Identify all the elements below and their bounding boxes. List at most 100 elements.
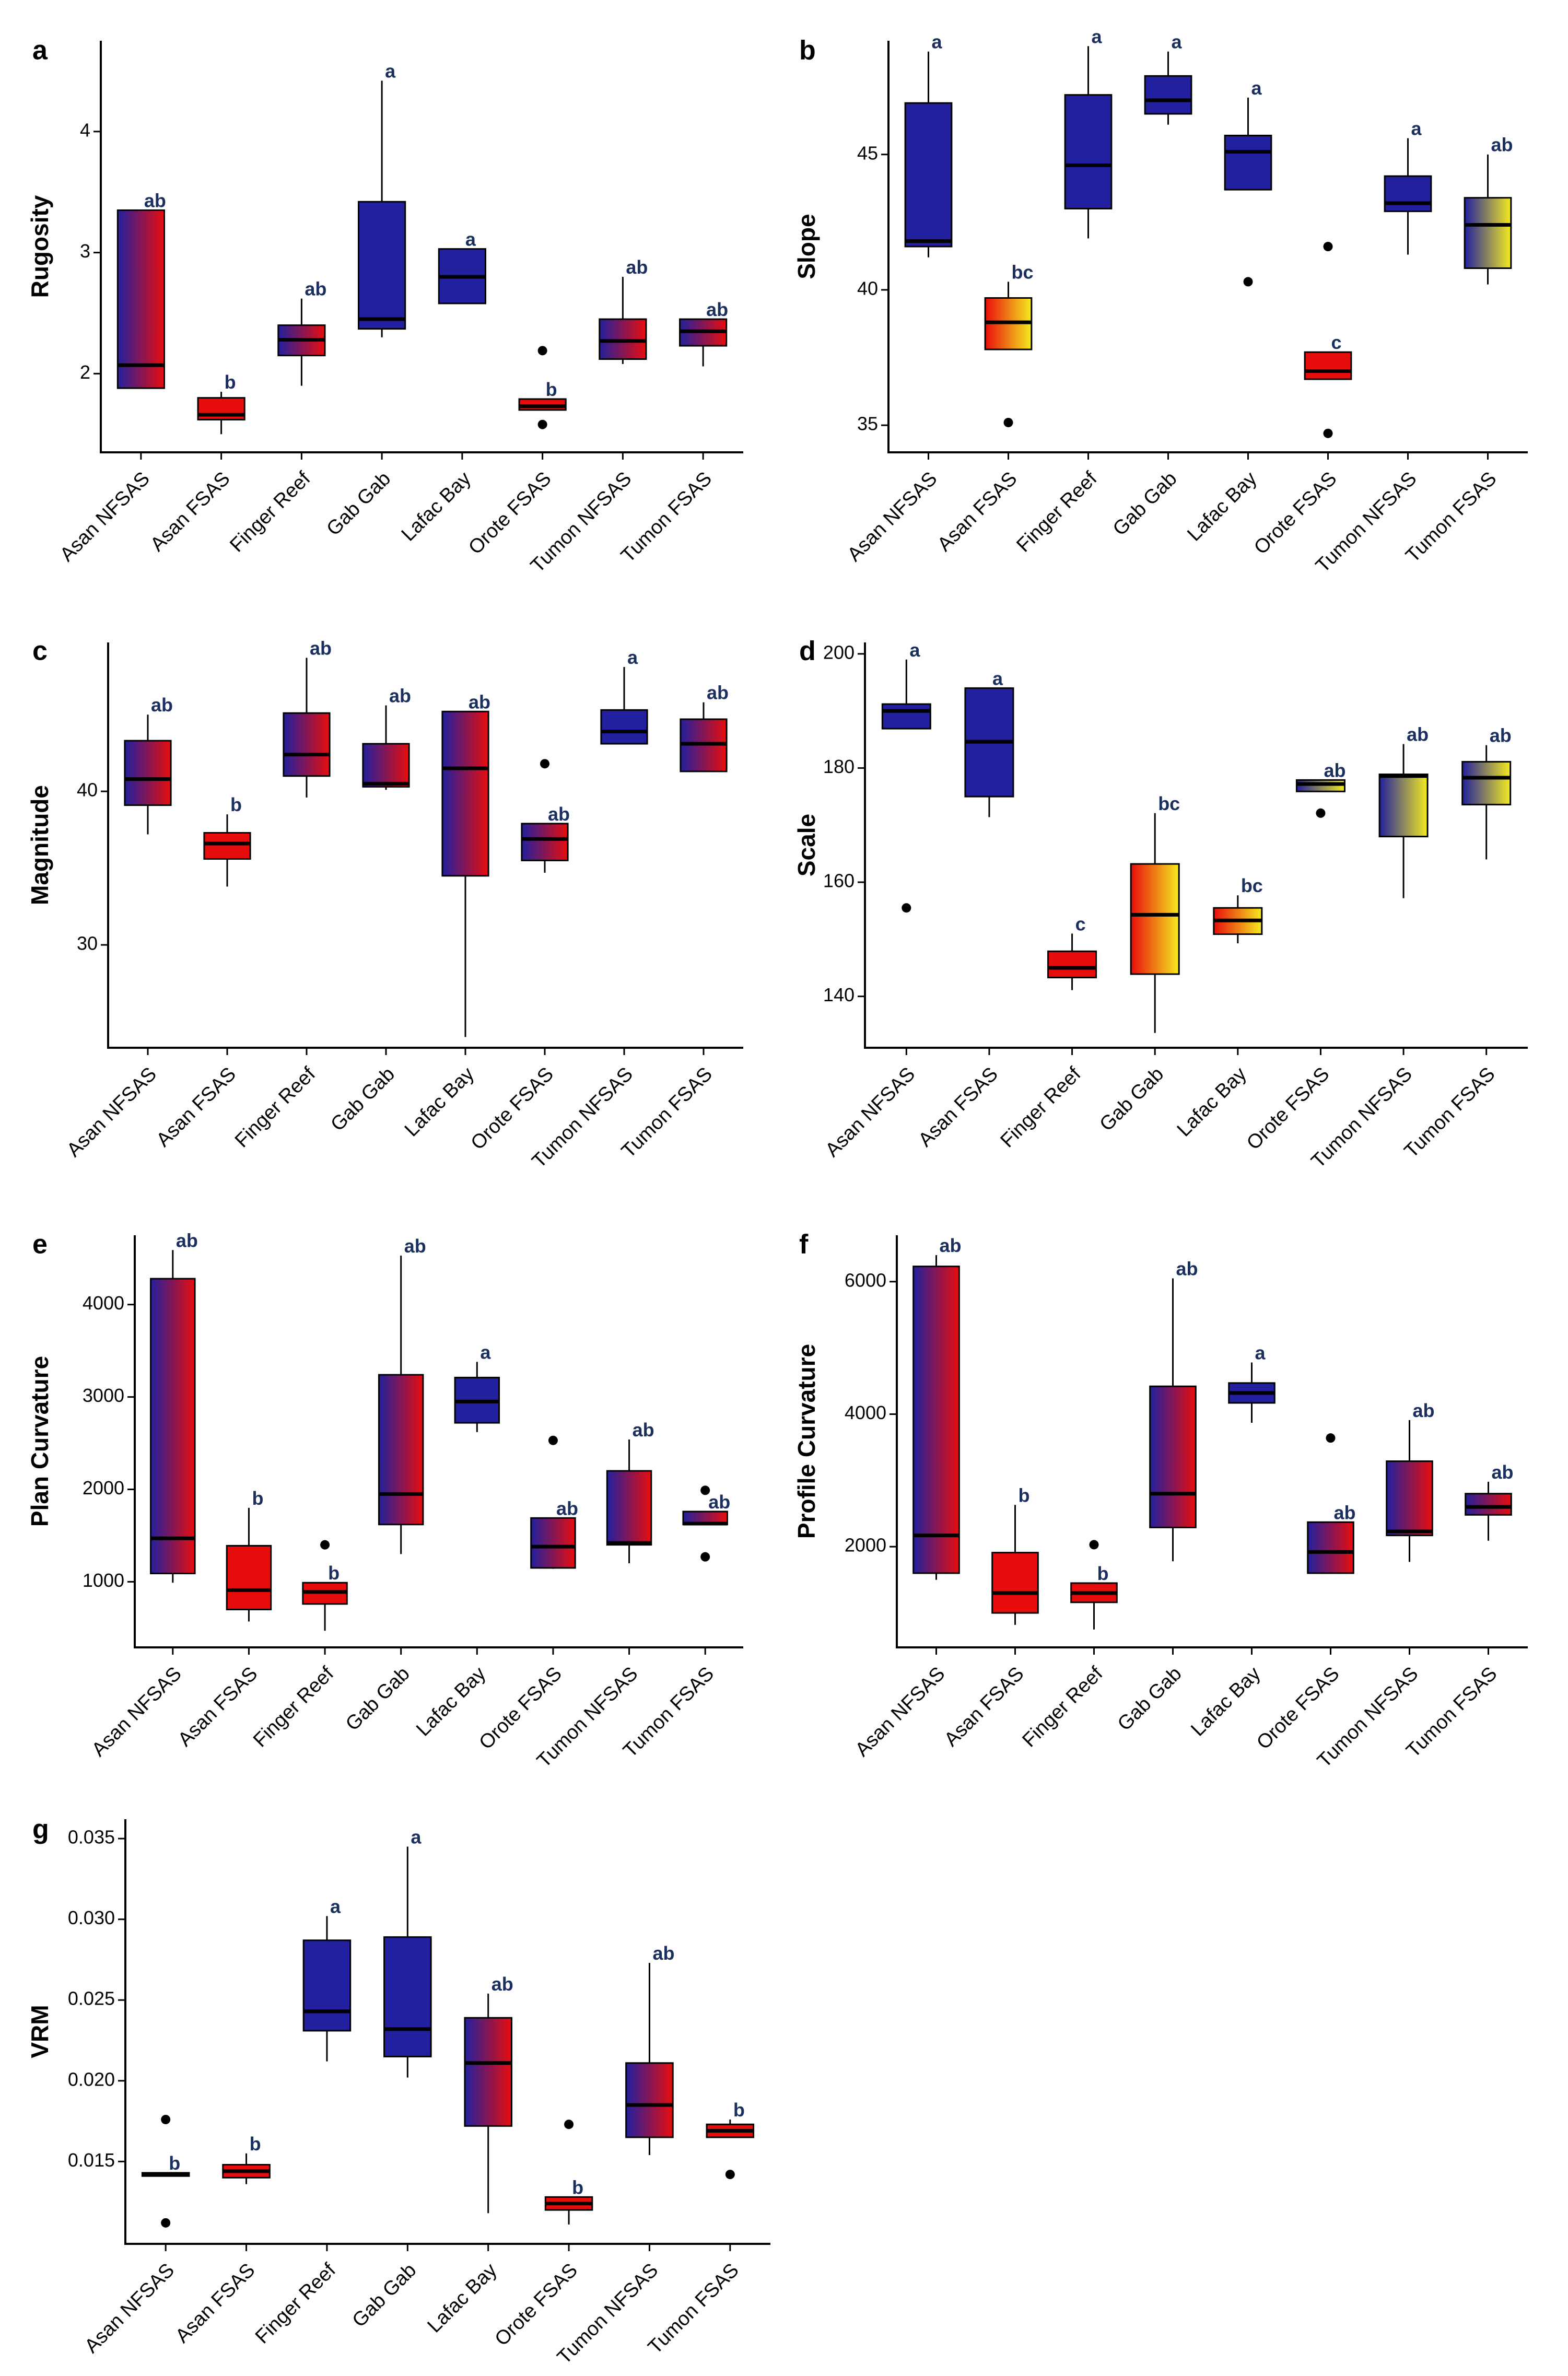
outlier-point	[320, 1540, 330, 1550]
box-iqr	[1464, 197, 1512, 269]
box-iqr	[521, 823, 569, 861]
box-tumon-fsas: ab	[680, 682, 729, 773]
y-tick-label: 35	[857, 413, 878, 435]
significance-label: b	[225, 371, 236, 393]
box-asan-nfsas: ab	[116, 190, 166, 389]
significance-label: b	[328, 1562, 340, 1584]
y-tick-label: 140	[823, 984, 855, 1005]
significance-label: b	[1097, 1563, 1109, 1584]
box-finger-reef: ab	[277, 278, 326, 386]
x-tick-label: Gab Gab	[1095, 1063, 1168, 1136]
outlier-point	[161, 2114, 171, 2124]
box-asan-nfsas: ab	[912, 1235, 962, 1580]
box-orote-fsas: ab	[530, 1435, 578, 1569]
x-tick-label: Asan NFSAS	[56, 467, 154, 566]
panel-letter: a	[32, 36, 48, 66]
box-finger-reef: a	[1064, 26, 1113, 239]
panel-g: g VRM 0.015 0.020 0.025 0.030 0.035 Asan NFSASA…	[26, 1815, 770, 2369]
x-tick-label: Lafac Bay	[412, 1663, 490, 1740]
box-lafac-bay: a	[454, 1341, 500, 1432]
significance-label: bc	[1158, 793, 1180, 814]
x-tick-label: Lafac Bay	[1187, 1663, 1265, 1740]
x-tick-label: Lafac Bay	[397, 467, 475, 545]
panel-letter: c	[32, 636, 48, 666]
box-finger-reef: b	[1070, 1540, 1118, 1630]
y-tick-label: 45	[857, 142, 878, 163]
x-tick-label: Asan NFSAS	[80, 2259, 179, 2357]
box-finger-reef: ab	[283, 637, 332, 798]
box-asan-fsas: b	[203, 794, 251, 887]
box-tumon-nfsas: a	[1384, 118, 1432, 255]
significance-label: ab	[144, 190, 166, 211]
x-tick-label: Asan FSAS	[171, 2259, 260, 2347]
significance-label: b	[546, 379, 557, 400]
box-gab-gab: a	[1144, 31, 1192, 125]
y-tick-label: 0.020	[68, 2068, 115, 2090]
y-tick-label: 0.035	[68, 1827, 115, 1848]
outlier-point	[700, 1485, 710, 1495]
y-tick-label: 180	[823, 756, 855, 777]
y-axis-title: Plan Curvature	[26, 1356, 53, 1527]
x-tick-label: Asan NFSAS	[844, 467, 942, 566]
box-iqr	[1144, 75, 1192, 115]
significance-label: ab	[305, 278, 326, 300]
outlier-point	[540, 759, 549, 769]
y-axis-title: Scale	[793, 814, 820, 876]
significance-label: b	[733, 2099, 745, 2121]
significance-label: ab	[1324, 759, 1345, 781]
significance-label: c	[1331, 332, 1342, 353]
panel-f: f Profile Curvature 2000 4000 6000 Asan NFSAS…	[793, 1230, 1528, 1772]
significance-label: ab	[708, 1491, 730, 1513]
x-tick-label: Finger Reef	[1018, 1663, 1107, 1751]
significance-label: ab	[176, 1230, 198, 1251]
significance-label: bc	[1241, 875, 1263, 896]
box-tumon-nfsas: ab	[1378, 724, 1429, 898]
significance-label: a	[411, 1827, 422, 1848]
box-iqr	[625, 2062, 674, 2138]
y-tick-label: 4000	[83, 1292, 124, 1314]
box-lafac-bay: a	[1224, 77, 1272, 287]
significance-label: a	[627, 647, 638, 668]
box-orote-fsas: b	[544, 2120, 593, 2225]
box-gab-gab: ab	[1149, 1258, 1198, 1562]
y-tick-label: 3	[80, 240, 90, 262]
significance-label: ab	[389, 685, 411, 707]
box-gab-gab: a	[383, 1827, 432, 2078]
significance-label: ab	[1176, 1258, 1198, 1279]
outlier-point	[1323, 242, 1333, 251]
significance-label: a	[909, 639, 920, 661]
box-iqr	[302, 1939, 352, 2032]
panel-letter: g	[32, 1815, 49, 1845]
box-orote-fsas: ab	[1295, 759, 1345, 818]
outlier-point	[1089, 1540, 1099, 1550]
significance-label: ab	[492, 1973, 513, 1995]
significance-label: a	[465, 229, 476, 250]
x-tick-label: Orote FSAS	[1243, 1063, 1334, 1154]
box-iqr	[362, 743, 410, 788]
x-tick-label: Lafac Bay	[1173, 1063, 1251, 1141]
box-iqr	[1307, 1521, 1354, 1574]
significance-label: ab	[1407, 724, 1429, 745]
box-iqr	[606, 1470, 652, 1546]
significance-label: a	[992, 668, 1003, 689]
significance-label: ab	[469, 691, 490, 712]
box-iqr	[1384, 175, 1432, 213]
outlier-point	[700, 1552, 710, 1562]
x-tick-label: Asan FSAS	[146, 467, 235, 556]
outlier-point	[161, 2218, 171, 2228]
x-tick-label: Asan FSAS	[933, 467, 1022, 556]
box-lafac-bay: a	[438, 229, 486, 305]
box-asan-nfsas: ab	[124, 694, 173, 835]
box-iqr	[1130, 863, 1180, 975]
x-tick-label: Finger Reef	[249, 1663, 338, 1751]
x-tick-label: Orote FSAS	[491, 2259, 582, 2350]
significance-label: ab	[1334, 1502, 1356, 1523]
box-iqr	[203, 832, 251, 860]
significance-label: ab	[404, 1235, 426, 1257]
y-axis-title: Slope	[793, 214, 820, 279]
x-tick-label: Orote FSAS	[464, 467, 556, 559]
significance-label: b	[252, 1488, 263, 1509]
